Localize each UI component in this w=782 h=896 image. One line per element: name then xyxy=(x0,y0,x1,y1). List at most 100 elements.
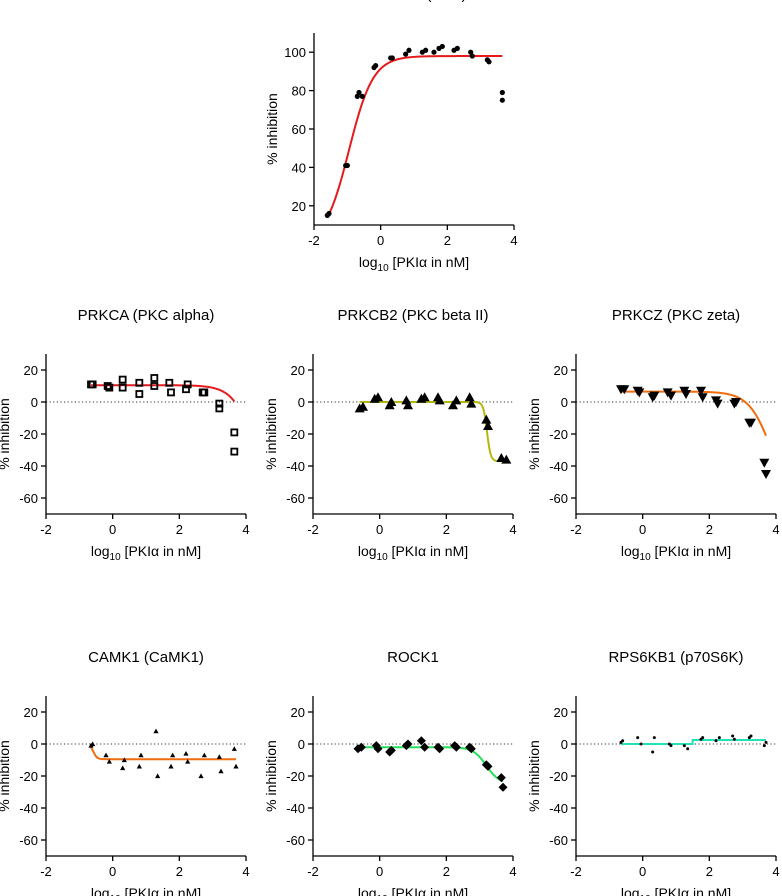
data-point xyxy=(200,388,209,397)
y-tick-label: 0 xyxy=(31,737,38,752)
data-point xyxy=(416,736,426,746)
x-tick-label: 0 xyxy=(109,864,116,879)
y-tick-label: 20 xyxy=(291,705,305,720)
fit-curve xyxy=(359,401,507,463)
data-point xyxy=(386,745,396,755)
data-point xyxy=(448,400,458,410)
x-tick-label: -2 xyxy=(307,522,319,537)
y-tick-label: -20 xyxy=(286,769,305,784)
y-tick-label: -20 xyxy=(549,769,568,784)
y-tick-label: -60 xyxy=(19,491,38,506)
x-tick-label: 0 xyxy=(639,864,646,879)
data-point xyxy=(435,744,445,754)
x-tick-label: 4 xyxy=(242,864,249,879)
y-tick-label: -20 xyxy=(286,427,305,442)
data-point xyxy=(486,59,492,65)
y-tick-label: 20 xyxy=(291,363,305,378)
data-point xyxy=(167,388,175,397)
y-axis-label: % inhibition xyxy=(264,93,280,165)
data-point xyxy=(218,768,224,774)
data-point xyxy=(669,744,673,748)
x-tick-label: 0 xyxy=(376,864,383,879)
data-point xyxy=(746,418,756,428)
y-tick-label: 20 xyxy=(554,363,568,378)
x-axis-label: log10 [PKIα in nM] xyxy=(91,543,201,563)
data-point xyxy=(423,47,429,53)
data-point xyxy=(420,742,430,752)
x-axis-label: log10 [PKIα in nM] xyxy=(358,885,468,896)
data-point xyxy=(88,380,97,389)
data-point xyxy=(120,765,126,771)
data-point xyxy=(454,45,460,51)
data-point xyxy=(498,782,508,792)
data-point xyxy=(682,744,686,748)
data-point xyxy=(135,390,144,398)
y-tick-label: -40 xyxy=(286,801,305,816)
data-point xyxy=(431,49,437,55)
data-point xyxy=(182,385,190,394)
data-point xyxy=(230,447,239,456)
data-point xyxy=(652,736,656,740)
data-point xyxy=(401,395,412,405)
data-point xyxy=(185,759,191,764)
data-point xyxy=(106,759,112,764)
data-point xyxy=(649,391,660,401)
data-point xyxy=(483,761,493,771)
x-tick-label: 2 xyxy=(443,522,450,537)
y-tick-label: 0 xyxy=(561,737,568,752)
data-point xyxy=(136,763,142,769)
y-tick-label: -40 xyxy=(286,459,305,474)
y-tick-label: -40 xyxy=(549,459,568,474)
fit-curve xyxy=(358,746,504,783)
data-point xyxy=(651,750,655,754)
x-tick-label: -2 xyxy=(40,864,52,879)
data-point xyxy=(732,737,736,741)
data-point xyxy=(761,470,771,479)
data-point xyxy=(499,97,505,103)
x-tick-label: 4 xyxy=(242,522,249,537)
x-tick-label: -2 xyxy=(307,864,319,879)
data-point xyxy=(697,393,708,403)
data-point xyxy=(155,773,161,779)
x-tick-label: 2 xyxy=(176,522,183,537)
data-point xyxy=(373,744,383,754)
chart-title: PRKCZ (PKC zeta) xyxy=(612,307,740,324)
y-axis-label: % inhibition xyxy=(0,740,12,812)
y-axis-label: % inhibition xyxy=(0,398,12,470)
y-tick-label: 20 xyxy=(292,199,306,214)
data-point xyxy=(216,754,222,759)
data-point xyxy=(183,380,192,389)
data-point xyxy=(403,739,413,749)
y-axis-label: % inhibition xyxy=(263,398,279,470)
y-tick-label: -20 xyxy=(19,427,38,442)
data-point xyxy=(201,752,207,758)
x-tick-label: 4 xyxy=(509,864,516,879)
data-point xyxy=(483,421,493,430)
x-tick-label: 0 xyxy=(377,233,384,248)
y-axis-label: % inhibition xyxy=(263,740,279,812)
y-tick-label: 0 xyxy=(298,737,305,752)
data-point xyxy=(233,763,239,769)
data-point xyxy=(373,63,379,69)
x-tick-label: 4 xyxy=(510,233,517,248)
data-point xyxy=(636,736,640,740)
data-point xyxy=(215,404,224,413)
data-point xyxy=(701,736,705,740)
data-point xyxy=(373,392,383,402)
data-point xyxy=(231,746,237,751)
x-axis-label: log10 [PKIα in nM] xyxy=(358,543,468,563)
x-tick-label: 2 xyxy=(444,233,451,248)
y-tick-label: 100 xyxy=(284,45,306,60)
data-point xyxy=(168,763,174,769)
data-point xyxy=(681,390,691,399)
data-point xyxy=(686,747,690,751)
data-point xyxy=(439,43,445,50)
data-point xyxy=(419,392,430,402)
data-point xyxy=(634,388,645,398)
data-point xyxy=(621,739,625,743)
y-tick-label: 40 xyxy=(292,160,306,175)
data-point xyxy=(198,773,204,779)
data-point xyxy=(138,752,144,758)
